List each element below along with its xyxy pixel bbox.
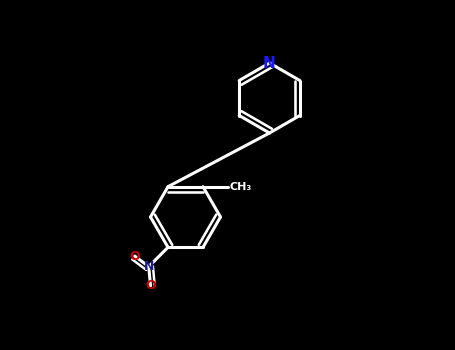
Text: O: O [145,279,156,292]
Text: N: N [144,260,154,273]
Text: O: O [129,250,140,262]
Text: N: N [263,56,276,70]
Text: CH₃: CH₃ [229,182,252,192]
